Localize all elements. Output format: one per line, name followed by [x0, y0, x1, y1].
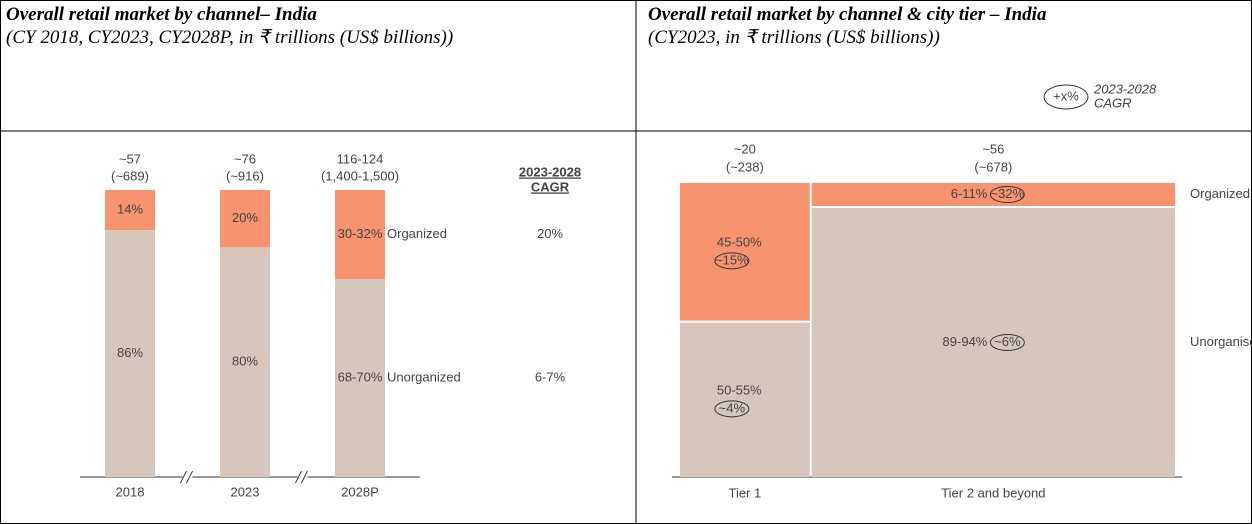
width-usd-label: (~238): [726, 159, 764, 174]
cagr-label: ~6%: [994, 334, 1021, 349]
value-label: 80%: [232, 354, 258, 369]
axis-break: [295, 470, 302, 484]
width-label: ~20: [734, 141, 756, 156]
width-usd-label: (~678): [974, 159, 1012, 174]
bar-segment: [335, 278, 385, 477]
axis-break: [180, 470, 187, 484]
series-name: Organized: [1190, 186, 1250, 201]
cagr-label: ~15%: [715, 252, 749, 267]
bar-segment: [335, 190, 385, 279]
value-label: 86%: [117, 345, 143, 360]
tile: [811, 207, 1175, 478]
cagr-label: ~4%: [719, 400, 746, 415]
bar-segment: [105, 230, 155, 477]
value-label: 45-50%: [717, 234, 762, 249]
chart-subtitle: (CY 2018, CY2023, CY2028P, in ₹ trillion…: [6, 27, 454, 48]
tile: [811, 183, 1175, 206]
value-label: 30-32%: [338, 226, 383, 241]
cagr-title: 2023-2028: [519, 164, 581, 179]
cagr-ellipse: [989, 185, 1025, 203]
axis-break: [301, 470, 308, 484]
bar-segment: [105, 190, 155, 231]
legend-symbol: +x%: [1053, 88, 1079, 103]
x-tick-label: Tier 1: [728, 485, 761, 500]
legend-text: 2023-2028: [1093, 81, 1157, 96]
cagr-ellipse: [989, 333, 1025, 351]
axis-break-gap: [182, 474, 193, 480]
cagr-value: 6-7%: [535, 369, 566, 384]
value-label: 6-11%: [951, 186, 988, 201]
bar-segment: [220, 190, 270, 248]
value-label: 20%: [232, 210, 258, 225]
bar-segment: [220, 247, 270, 477]
series-name: Unorganised: [1190, 334, 1252, 349]
cagr-label: ~32%: [991, 186, 1025, 201]
total-usd-label: (~689): [111, 168, 149, 183]
legend-text: CAGR: [1094, 95, 1132, 110]
x-tick-label: 2018: [116, 484, 145, 499]
chart-title: Overall retail market by channel– India: [6, 4, 317, 25]
title-block: Overall retail market by channel– India(…: [6, 3, 626, 49]
cagr-value: 20%: [537, 226, 563, 241]
width-label: ~56: [982, 141, 1004, 156]
total-label: 116-124: [337, 151, 384, 166]
value-label: 14%: [117, 202, 143, 217]
total-label: ~57: [119, 151, 141, 166]
chart-subtitle: (CY2023, in ₹ trillions (US$ billions)): [648, 27, 940, 48]
series-name: Organized: [387, 226, 447, 241]
axis-break-gap: [297, 474, 308, 480]
cagr-ellipse: [714, 400, 750, 418]
cagr-title: CAGR: [531, 179, 570, 194]
value-label: 50-55%: [717, 382, 762, 397]
title-block: Overall retail market by channel & city …: [648, 3, 1248, 49]
x-tick-label: 2028P: [341, 484, 379, 499]
legend-ellipse: [1043, 84, 1089, 110]
total-usd-label: (~916): [226, 168, 264, 183]
value-label: 68-70%: [338, 369, 383, 384]
value-label: 89-94%: [943, 334, 988, 349]
x-tick-label: Tier 2 and beyond: [941, 485, 1045, 500]
series-name: Unorganized: [387, 369, 461, 384]
tile: [680, 183, 810, 321]
total-usd-label: (1,400-1,500): [321, 168, 399, 183]
total-label: ~76: [234, 151, 256, 166]
chart-title: Overall retail market by channel & city …: [648, 4, 1047, 25]
tile: [680, 322, 810, 477]
x-tick-label: 2023: [231, 484, 260, 499]
axis-break: [186, 470, 193, 484]
cagr-ellipse: [714, 252, 750, 270]
